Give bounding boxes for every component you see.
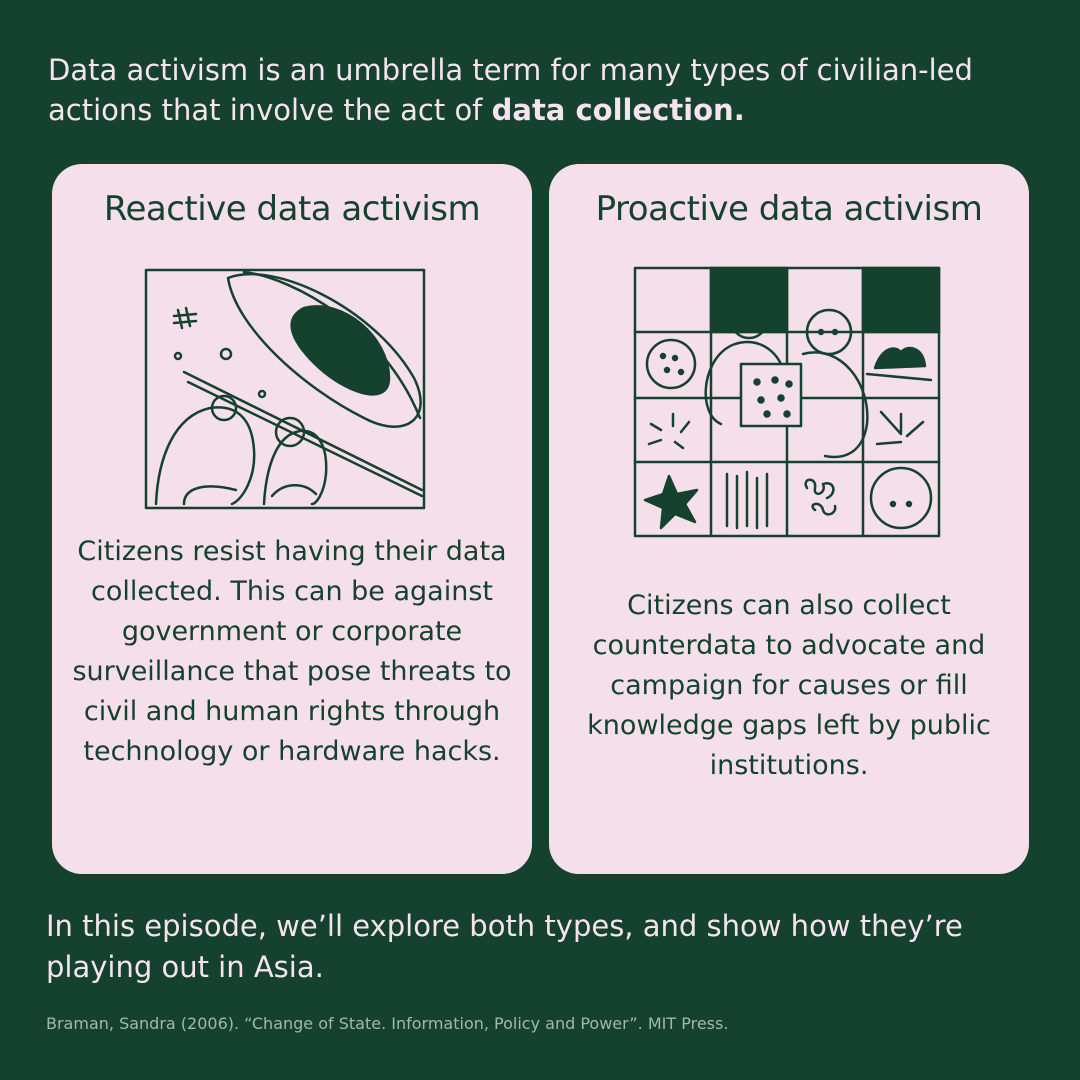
proactive-card-body: Citizens can also collect counterdata to… (587, 590, 991, 781)
citation: Braman, Sandra (2006). “Change of State.… (46, 1014, 729, 1033)
reactive-card: Reactive data activism Citizens resist h… (52, 164, 532, 874)
reactive-card-body: Citizens resist having their data collec… (72, 536, 512, 767)
outro-text: In this episode, we’ll explore both type… (46, 909, 963, 984)
surveillance-eye-illustration (144, 268, 426, 510)
intro-text-bold: data collection. (491, 93, 745, 127)
proactive-card: Proactive data activism (549, 164, 1029, 874)
community-grid-illustration (633, 266, 941, 538)
intro-text-prefix: Data activism is an umbrella term for ma… (48, 53, 973, 127)
intro-text: Data activism is an umbrella term for ma… (48, 50, 1038, 130)
reactive-card-title: Reactive data activism (103, 189, 481, 229)
proactive-card-title: Proactive data activism (595, 189, 983, 229)
